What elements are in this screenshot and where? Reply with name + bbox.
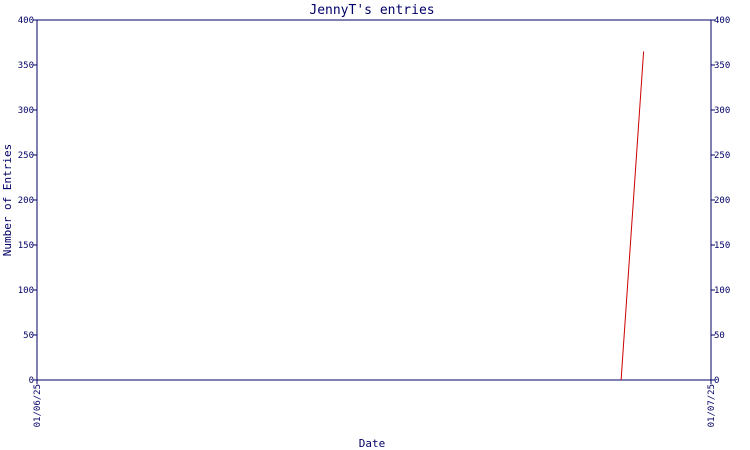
y-tick-label-left: 250 xyxy=(18,151,34,161)
y-axis-left: 0 50 100 150 200 250 300 350 400 xyxy=(18,16,37,386)
x-axis-label: Date xyxy=(359,437,386,450)
series-line xyxy=(620,51,645,381)
y-tick-label-left: 350 xyxy=(18,61,34,71)
y-tick-label-left: 200 xyxy=(18,196,34,206)
y-tick-label-left: 400 xyxy=(18,16,34,26)
y-tick-label-left: 50 xyxy=(23,331,34,341)
x-axis: 01/06/25 01/07/25 xyxy=(33,380,717,427)
y-tick-label-right: 400 xyxy=(714,16,730,26)
y-tick-label-right: 50 xyxy=(714,331,725,341)
plot-frame xyxy=(36,19,712,381)
y-tick-label-left: 100 xyxy=(18,286,34,296)
x-tick-label: 01/06/25 xyxy=(33,384,43,427)
y-axis-right: 0 50 100 150 200 250 300 350 400 xyxy=(711,16,730,386)
y-tick-label-right: 0 xyxy=(714,376,719,386)
y-tick-label-right: 150 xyxy=(714,241,730,251)
y-tick-label-left: 150 xyxy=(18,241,34,251)
y-axis-label: Number of Entries xyxy=(1,144,14,257)
y-tick-label-right: 200 xyxy=(714,196,730,206)
series-layer xyxy=(620,51,645,381)
y-tick-label-left: 300 xyxy=(18,106,34,116)
x-tick-label: 01/07/25 xyxy=(707,384,717,427)
y-tick-label-right: 250 xyxy=(714,151,730,161)
y-tick-label-right: 300 xyxy=(714,106,730,116)
y-tick-label-left: 0 xyxy=(29,376,34,386)
y-tick-label-right: 100 xyxy=(714,286,730,296)
y-tick-label-right: 350 xyxy=(714,61,730,71)
chart-title: JennyT's entries xyxy=(309,3,434,18)
